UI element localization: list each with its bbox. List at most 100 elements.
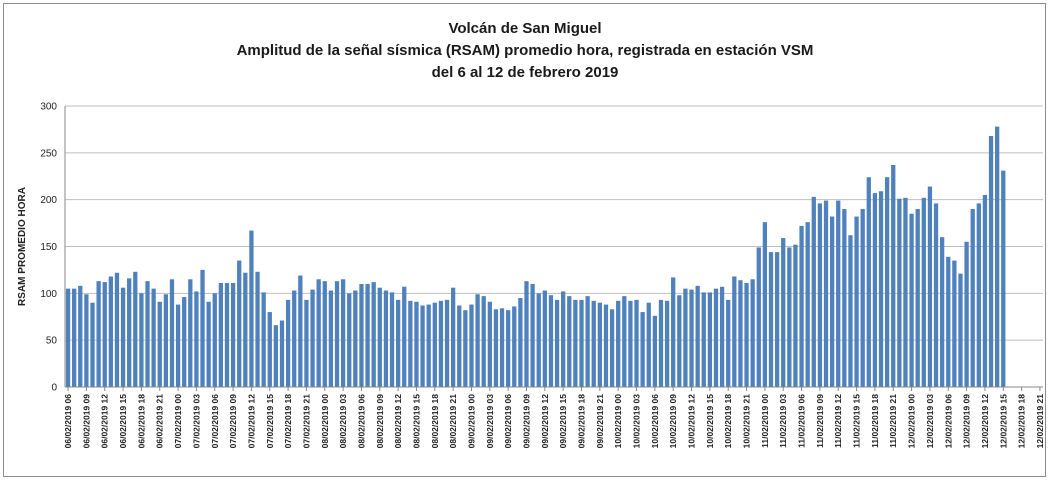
bar — [328, 290, 334, 387]
x-tick-label: 06/02/2019 18 — [136, 394, 146, 449]
bar — [127, 278, 132, 387]
bar — [506, 310, 511, 387]
bar — [891, 165, 896, 387]
bar — [304, 299, 309, 387]
x-tick-label: 12/02/2019 09 — [962, 394, 972, 449]
bar — [579, 299, 584, 387]
bar — [475, 294, 480, 387]
bar — [573, 299, 578, 387]
bar — [139, 293, 144, 387]
bar — [255, 271, 260, 387]
bar — [96, 281, 101, 387]
bar — [182, 297, 187, 387]
bar — [206, 301, 211, 387]
bar — [933, 203, 939, 387]
bar — [230, 283, 236, 387]
x-tick-label: 08/02/2019 12 — [393, 394, 403, 449]
bar — [432, 302, 437, 387]
bar — [1001, 170, 1006, 387]
bar — [811, 196, 816, 387]
x-tick-label: 09/02/2019 06 — [503, 394, 513, 449]
bar — [976, 203, 981, 387]
bar — [408, 300, 413, 387]
bar — [487, 301, 492, 387]
bar — [200, 269, 205, 387]
bar — [836, 200, 841, 387]
bar — [426, 304, 431, 387]
bar — [542, 290, 547, 387]
x-tick-label: 08/02/2019 06 — [357, 394, 367, 449]
bar — [457, 305, 462, 387]
bar — [133, 271, 138, 387]
x-tick-label: 07/02/2019 18 — [283, 394, 293, 449]
bar — [249, 230, 254, 387]
x-tick-label: 09/02/2019 09 — [522, 394, 532, 449]
bar — [756, 247, 761, 387]
bar — [285, 299, 291, 387]
bar — [243, 272, 248, 387]
bar — [72, 288, 77, 387]
bar — [744, 283, 749, 387]
bar — [548, 295, 554, 387]
bar — [420, 305, 425, 387]
bar — [273, 325, 279, 387]
bar — [383, 290, 389, 387]
bar — [854, 216, 859, 387]
bar — [805, 222, 810, 387]
x-tick-label: 09/02/2019 18 — [577, 394, 587, 449]
bar — [145, 281, 150, 387]
y-axis-label: RSAM PROMEDIO HORA — [17, 187, 28, 306]
bar — [359, 283, 364, 387]
bar — [554, 299, 560, 387]
bar — [151, 288, 156, 387]
bar — [414, 301, 419, 387]
bar — [946, 256, 951, 387]
bar — [995, 126, 1000, 388]
bar — [701, 292, 706, 387]
x-tick-label: 10/02/2019 00 — [613, 394, 623, 449]
x-tick-label: 08/02/2019 03 — [338, 394, 348, 449]
bar — [982, 194, 988, 387]
x-tick-label: 09/02/2019 00 — [467, 394, 477, 449]
bar — [279, 320, 285, 387]
x-tick-label: 09/02/2019 12 — [540, 394, 550, 449]
bar — [377, 287, 382, 387]
bar — [512, 306, 517, 387]
x-tick-label: 10/02/2019 06 — [650, 394, 660, 449]
bar — [102, 282, 107, 387]
bar — [616, 300, 621, 387]
bar — [952, 260, 957, 387]
bar — [536, 293, 541, 387]
bar — [909, 213, 914, 387]
bar — [175, 304, 181, 387]
bar — [964, 241, 969, 387]
bar — [267, 312, 272, 387]
bar — [481, 296, 486, 387]
bar — [188, 279, 193, 387]
chart-titles: Volcán de San Miguel Amplitud de la seña… — [0, 18, 1050, 84]
bar — [768, 252, 774, 387]
bar — [108, 276, 113, 387]
bar — [823, 200, 829, 387]
x-tick-label: 07/02/2019 15 — [265, 394, 275, 449]
x-tick-label: 08/02/2019 00 — [320, 394, 330, 449]
x-tick-label: 07/02/2019 06 — [210, 394, 220, 449]
bar — [493, 309, 499, 387]
x-tick-label: 06/02/2019 21 — [155, 394, 165, 449]
x-tick-label: 12/02/2019 15 — [998, 394, 1008, 449]
x-tick-label: 12/02/2019 00 — [907, 394, 917, 449]
x-tick-label: 06/02/2019 09 — [81, 394, 91, 449]
bar — [829, 216, 835, 387]
x-tick-label: 11/02/2019 06 — [797, 394, 807, 448]
x-tick-label: 07/02/2019 09 — [228, 394, 238, 449]
bar — [774, 252, 780, 387]
bar — [218, 283, 224, 387]
bar — [866, 177, 871, 387]
bar — [872, 193, 878, 387]
x-tick-label: 09/02/2019 21 — [595, 394, 605, 449]
bar — [292, 290, 297, 387]
chart-title: Volcán de San Miguel — [448, 20, 602, 37]
x-axis-ticks: 06/02/2019 06 06/02/2019 09 06/02/2019 12 0… — [63, 387, 1045, 448]
bar — [609, 309, 615, 387]
bar — [597, 302, 602, 387]
